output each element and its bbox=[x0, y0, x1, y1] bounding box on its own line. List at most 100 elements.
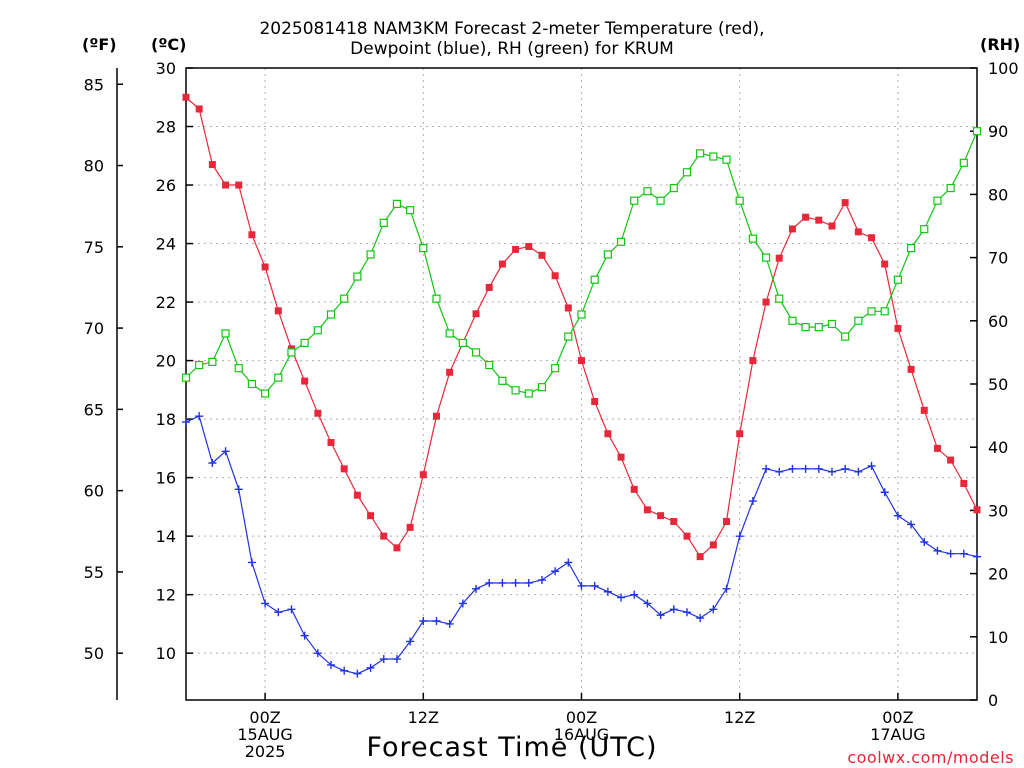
dewpoint-point bbox=[208, 459, 217, 467]
dewpoint-point bbox=[682, 608, 691, 617]
rh-point bbox=[867, 307, 876, 316]
rh-point bbox=[682, 168, 692, 177]
rh-point bbox=[841, 332, 850, 341]
rh-point bbox=[445, 329, 454, 338]
dewpoint-point bbox=[537, 576, 546, 585]
rh-point bbox=[696, 149, 705, 158]
dewpoint-point bbox=[287, 605, 296, 614]
temperature-point bbox=[841, 199, 849, 207]
temperature-point bbox=[920, 406, 928, 414]
chart-title-line-1: 2025081418 NAM3KM Forecast 2-meter Tempe… bbox=[259, 19, 765, 39]
dewpoint-point bbox=[827, 467, 836, 476]
rh-point bbox=[261, 389, 270, 398]
temperature-point bbox=[696, 553, 704, 561]
dewpoint-point bbox=[340, 666, 349, 675]
rh-point bbox=[616, 237, 626, 246]
rh-point bbox=[893, 275, 903, 284]
celsius-tick-label: 28 bbox=[156, 118, 176, 137]
dewpoint-point bbox=[748, 497, 757, 506]
dewpoint-point bbox=[854, 467, 863, 476]
dewpoint-point bbox=[775, 467, 784, 476]
dewpoint-point bbox=[630, 590, 639, 599]
dewpoint-point bbox=[524, 578, 533, 587]
dewpoint-point bbox=[379, 655, 388, 664]
temperature-point bbox=[222, 181, 230, 189]
rh-point bbox=[432, 294, 441, 303]
rh-point bbox=[946, 183, 955, 193]
fahrenheit-axis-unit: (ºF) bbox=[82, 35, 117, 54]
chart-title-line-2: Dewpoint (blue), RH (green) for KRUM bbox=[350, 39, 674, 59]
celsius-tick-label: 26 bbox=[156, 176, 176, 195]
temperature-point bbox=[604, 430, 612, 438]
dewpoint-point bbox=[577, 581, 586, 590]
dewpoint-point bbox=[221, 447, 230, 456]
temperature-point bbox=[617, 453, 625, 461]
celsius-tick-label: 10 bbox=[156, 644, 176, 663]
temperature-point bbox=[868, 234, 876, 242]
celsius-tick-label: 30 bbox=[156, 59, 176, 78]
rh-point bbox=[630, 196, 639, 205]
dewpoint-point bbox=[511, 578, 520, 587]
temperature-point bbox=[301, 377, 309, 385]
time-tick-label: 16AUG bbox=[554, 725, 609, 744]
rh-point bbox=[972, 127, 982, 136]
temperature-point bbox=[538, 251, 546, 259]
time-tick-label: 15AUG bbox=[237, 725, 292, 744]
celsius-axis-unit: (ºC) bbox=[151, 35, 187, 54]
dewpoint-point bbox=[907, 520, 916, 529]
time-tick-label: 00Z bbox=[882, 708, 913, 727]
dewpoint-point bbox=[920, 538, 929, 546]
dewpoint-point bbox=[406, 637, 415, 646]
rh-point bbox=[247, 379, 257, 389]
dewpoint-point bbox=[735, 532, 744, 541]
rh-point bbox=[709, 152, 718, 161]
rh-point bbox=[722, 155, 731, 164]
temperature-point bbox=[195, 105, 203, 113]
rh-tick-label: 100 bbox=[988, 59, 1019, 78]
rh-axis-unit: (RH) bbox=[980, 35, 1021, 54]
temperature-point bbox=[314, 409, 322, 417]
rh-point bbox=[366, 250, 375, 259]
rh-point bbox=[524, 389, 533, 398]
rh-tick-label: 40 bbox=[988, 438, 1008, 457]
fahrenheit-tick-label: 85 bbox=[84, 75, 104, 94]
dewpoint-point bbox=[392, 655, 401, 664]
rh-point bbox=[801, 323, 810, 332]
rh-point bbox=[406, 206, 415, 215]
rh-point bbox=[656, 196, 665, 205]
rh-tick-label: 70 bbox=[988, 249, 1008, 268]
rh-tick-label: 30 bbox=[988, 501, 1008, 520]
dewpoint-point bbox=[300, 631, 309, 640]
dewpoint-point bbox=[801, 464, 810, 473]
time-tick-label: 00Z bbox=[249, 708, 280, 727]
temperature-point bbox=[406, 523, 414, 531]
rh-point bbox=[827, 319, 837, 329]
rh-point bbox=[221, 329, 230, 338]
rh-point bbox=[735, 196, 744, 205]
temperature-point bbox=[498, 260, 506, 268]
temperature-point bbox=[578, 357, 585, 365]
celsius-tick-label: 24 bbox=[156, 235, 176, 254]
fahrenheit-tick-label: 80 bbox=[84, 157, 104, 176]
temperature-point bbox=[432, 412, 440, 420]
rh-point bbox=[590, 275, 599, 284]
temperature-point bbox=[340, 465, 348, 473]
temperature-point bbox=[802, 213, 810, 221]
temperature-point bbox=[525, 242, 533, 250]
dewpoint-point bbox=[366, 663, 375, 672]
temperature-point bbox=[327, 439, 335, 447]
dewpoint-point bbox=[564, 558, 573, 567]
temperature-point bbox=[591, 398, 599, 406]
dewpoint-point bbox=[247, 558, 256, 567]
temperature-point bbox=[208, 161, 216, 169]
rh-point bbox=[326, 310, 336, 319]
rh-point bbox=[471, 348, 481, 357]
fahrenheit-tick-label: 55 bbox=[84, 563, 104, 582]
time-tick-label: 12Z bbox=[724, 708, 755, 727]
temperature-point bbox=[419, 471, 427, 479]
rh-point bbox=[933, 196, 942, 205]
rh-point bbox=[920, 225, 929, 234]
rh-point bbox=[234, 364, 243, 373]
rh-point bbox=[775, 294, 784, 303]
